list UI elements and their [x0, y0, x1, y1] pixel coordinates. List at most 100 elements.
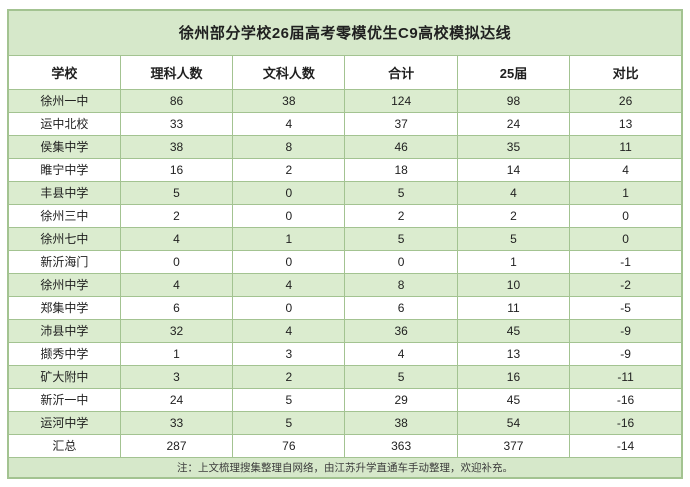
- table-row: 侯集中学 38 8 46 35 11: [7, 134, 683, 159]
- column-header: 理科人数: [119, 54, 234, 90]
- value-cell: 0: [232, 180, 346, 205]
- value-cell: 2: [456, 203, 571, 228]
- table-row: 新沂一中 24 5 29 45 -16: [7, 387, 683, 412]
- school-name-cell: 丰县中学: [7, 180, 121, 205]
- school-name-cell: 沛县中学: [7, 318, 121, 343]
- table-row: 沛县中学 32 4 36 45 -9: [7, 318, 683, 343]
- table-body: 徐州一中 86 38 124 98 26 运中北校 33 4 37 24 13 侯集中学 38 8 46 35 1…: [7, 88, 683, 458]
- table-row: 新沂海门 0 0 0 1 -1: [7, 249, 683, 274]
- column-header: 合计: [344, 54, 458, 90]
- school-name-cell: 郑集中学: [7, 295, 121, 320]
- value-cell: 29: [344, 387, 458, 412]
- table-row: 睢宁中学 16 2 18 14 4: [7, 157, 683, 182]
- value-cell: 86: [119, 88, 234, 113]
- note-row: 注：上文梳理搜集整理自网络，由江苏升学直通车手动整理，欢迎补充。: [7, 456, 683, 479]
- school-name-cell: 睢宁中学: [7, 157, 121, 182]
- value-cell: 0: [344, 249, 458, 274]
- value-cell: -9: [569, 318, 683, 343]
- school-name-cell: 新沂海门: [7, 249, 121, 274]
- value-cell: 5: [456, 226, 571, 251]
- value-cell: 4: [344, 341, 458, 366]
- value-cell: 5: [344, 364, 458, 389]
- table-row: 丰县中学 5 0 5 4 1: [7, 180, 683, 205]
- value-cell: 4: [119, 226, 234, 251]
- value-cell: 18: [344, 157, 458, 182]
- value-cell: 0: [232, 249, 346, 274]
- school-name-cell: 侯集中学: [7, 134, 121, 159]
- value-cell: 32: [119, 318, 234, 343]
- table-row: 徐州三中 2 0 2 2 0: [7, 203, 683, 228]
- value-cell: 16: [119, 157, 234, 182]
- value-cell: 4: [232, 272, 346, 297]
- value-cell: 16: [456, 364, 571, 389]
- table-row: 运中北校 33 4 37 24 13: [7, 111, 683, 136]
- value-cell: 6: [344, 295, 458, 320]
- value-cell: 4: [569, 157, 683, 182]
- value-cell: 38: [119, 134, 234, 159]
- value-cell: 24: [119, 387, 234, 412]
- value-cell: 11: [569, 134, 683, 159]
- school-name-cell: 徐州三中: [7, 203, 121, 228]
- school-name-cell: 新沂一中: [7, 387, 121, 412]
- value-cell: 76: [232, 433, 346, 458]
- value-cell: 377: [456, 433, 571, 458]
- school-name-cell: 徐州中学: [7, 272, 121, 297]
- title-row: 徐州部分学校26届高考零模优生C9高校模拟达线: [7, 9, 683, 56]
- school-name-cell: 运河中学: [7, 410, 121, 435]
- column-header: 对比: [569, 54, 683, 90]
- value-cell: 46: [344, 134, 458, 159]
- value-cell: 38: [344, 410, 458, 435]
- results-table-container: 徐州部分学校26届高考零模优生C9高校模拟达线 学校 理科人数 文科人数 合计 25届对…: [7, 9, 683, 479]
- table-row: 徐州一中 86 38 124 98 26: [7, 88, 683, 113]
- value-cell: -2: [569, 272, 683, 297]
- value-cell: 37: [344, 111, 458, 136]
- value-cell: 5: [344, 226, 458, 251]
- value-cell: 124: [344, 88, 458, 113]
- value-cell: 36: [344, 318, 458, 343]
- summary-row: 汇总 287 76 363 377 -14: [7, 433, 683, 458]
- value-cell: -1: [569, 249, 683, 274]
- value-cell: 287: [119, 433, 234, 458]
- value-cell: 14: [456, 157, 571, 182]
- value-cell: 38: [232, 88, 346, 113]
- school-name-cell: 汇总: [7, 433, 121, 458]
- school-name-cell: 徐州七中: [7, 226, 121, 251]
- table-row: 徐州中学 4 4 8 10 -2: [7, 272, 683, 297]
- value-cell: 0: [569, 226, 683, 251]
- value-cell: 5: [232, 410, 346, 435]
- value-cell: 5: [344, 180, 458, 205]
- table-row: 运河中学 33 5 38 54 -16: [7, 410, 683, 435]
- school-name-cell: 矿大附中: [7, 364, 121, 389]
- value-cell: -9: [569, 341, 683, 366]
- value-cell: -16: [569, 410, 683, 435]
- value-cell: 5: [232, 387, 346, 412]
- value-cell: 0: [119, 249, 234, 274]
- value-cell: 8: [232, 134, 346, 159]
- value-cell: 2: [344, 203, 458, 228]
- value-cell: 13: [456, 341, 571, 366]
- school-name-cell: 徐州一中: [7, 88, 121, 113]
- value-cell: 3: [232, 341, 346, 366]
- table-row: 徐州七中 4 1 5 5 0: [7, 226, 683, 251]
- value-cell: 4: [232, 318, 346, 343]
- table-row: 郑集中学 6 0 6 11 -5: [7, 295, 683, 320]
- school-name-cell: 运中北校: [7, 111, 121, 136]
- column-header: 学校: [7, 54, 121, 90]
- value-cell: -16: [569, 387, 683, 412]
- value-cell: 5: [119, 180, 234, 205]
- value-cell: 8: [344, 272, 458, 297]
- value-cell: 35: [456, 134, 571, 159]
- value-cell: 363: [344, 433, 458, 458]
- value-cell: 1: [232, 226, 346, 251]
- value-cell: 10: [456, 272, 571, 297]
- value-cell: 4: [232, 111, 346, 136]
- footer-note: 注：上文梳理搜集整理自网络，由江苏升学直通车手动整理，欢迎补充。: [7, 456, 683, 479]
- header-row: 学校 理科人数 文科人数 合计 25届 对比: [7, 54, 683, 90]
- value-cell: 98: [456, 88, 571, 113]
- table-row: 撷秀中学 1 3 4 13 -9: [7, 341, 683, 366]
- value-cell: 1: [119, 341, 234, 366]
- column-header: 文科人数: [232, 54, 346, 90]
- value-cell: 0: [569, 203, 683, 228]
- value-cell: 3: [119, 364, 234, 389]
- value-cell: 0: [232, 295, 346, 320]
